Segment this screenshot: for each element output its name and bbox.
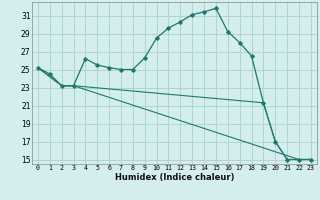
X-axis label: Humidex (Indice chaleur): Humidex (Indice chaleur): [115, 173, 234, 182]
